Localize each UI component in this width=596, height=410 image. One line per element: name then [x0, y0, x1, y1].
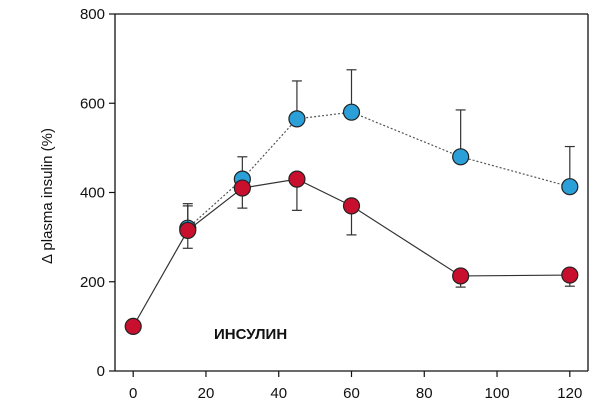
- data-point: [561, 178, 579, 196]
- data-point: [452, 267, 470, 285]
- data-point: [342, 103, 361, 121]
- series-line: [187, 111, 570, 229]
- data-point: [452, 148, 470, 166]
- x-tick-label: 0: [129, 385, 137, 402]
- data-point: [179, 221, 197, 240]
- x-tick-label: 120: [557, 385, 582, 402]
- chart-annotation: ИНСУЛИН: [214, 326, 287, 343]
- data-point: [288, 170, 306, 188]
- x-tick-label: 80: [416, 385, 433, 402]
- axis-ticks: 0 200 400 600 800 0 20 40 60 80 100 120: [80, 6, 582, 402]
- data-point: [233, 179, 251, 197]
- series-1: [179, 69, 579, 237]
- series-2: [124, 170, 579, 335]
- x-tick-label: 100: [485, 385, 510, 402]
- y-tick-label: 200: [80, 274, 105, 291]
- data-point: [342, 197, 361, 215]
- y-tick-label: 400: [80, 185, 105, 202]
- data-point: [561, 266, 579, 284]
- y-tick-label: 800: [80, 6, 105, 23]
- data-point: [124, 317, 142, 335]
- axes: [114, 13, 589, 372]
- x-tick-label: 60: [343, 385, 360, 402]
- x-tick-label: 40: [270, 385, 287, 402]
- x-tick-label: 20: [198, 385, 215, 402]
- y-tick-label: 600: [80, 95, 105, 112]
- series-layer: [124, 69, 579, 335]
- data-point: [288, 110, 306, 128]
- y-tick-label: 0: [97, 363, 105, 380]
- y-axis-title: Δ plasma insulin (%): [39, 128, 56, 264]
